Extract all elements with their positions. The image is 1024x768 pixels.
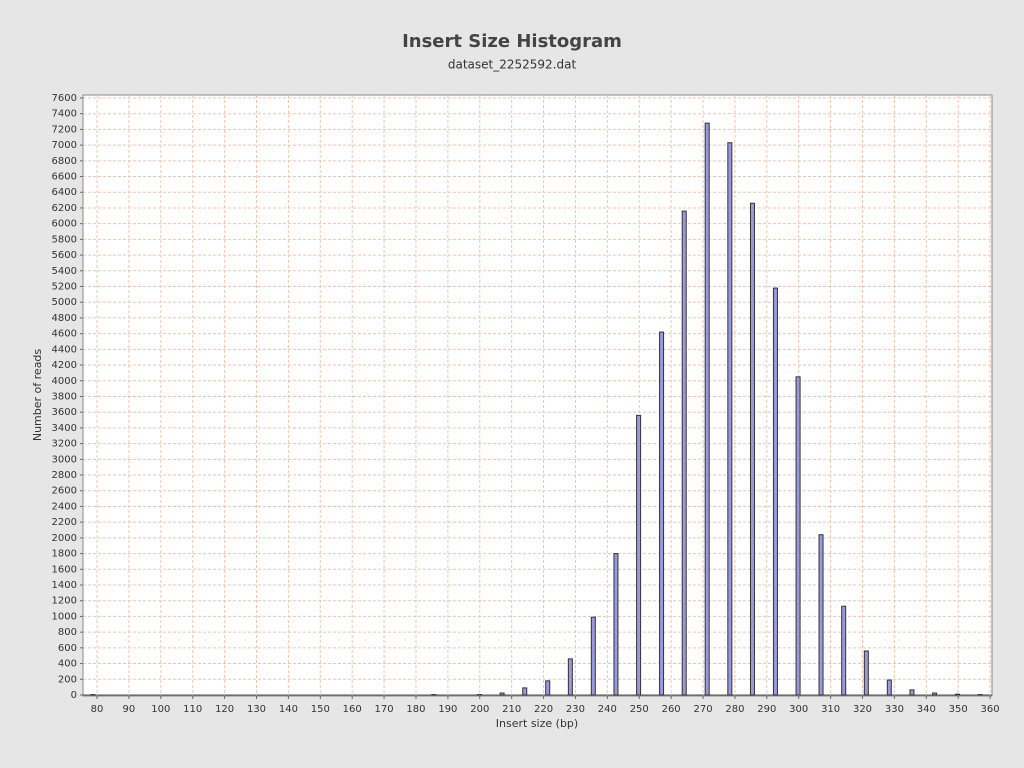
x-tick-label: 240 bbox=[598, 704, 617, 715]
x-tick-label: 110 bbox=[183, 704, 202, 715]
y-tick-label: 1800 bbox=[52, 549, 77, 560]
y-tick-label: 200 bbox=[58, 674, 77, 685]
bar bbox=[909, 689, 915, 696]
y-tick-label: 600 bbox=[58, 643, 77, 654]
x-axis-label: Insert size (bp) bbox=[496, 717, 578, 730]
y-tick-label: 3000 bbox=[52, 454, 77, 465]
y-tick-label: 2200 bbox=[52, 517, 77, 528]
x-tick-label: 250 bbox=[630, 704, 649, 715]
x-tick-label: 230 bbox=[566, 704, 585, 715]
bar bbox=[522, 687, 528, 696]
y-tick-label: 2800 bbox=[52, 470, 77, 481]
y-tick-label: 3400 bbox=[52, 423, 77, 434]
chart-title: Insert Size Histogram bbox=[402, 31, 622, 52]
x-tick-label: 120 bbox=[215, 704, 234, 715]
y-tick-label: 1600 bbox=[52, 564, 77, 575]
y-tick-label: 5000 bbox=[52, 297, 77, 308]
x-tick-label: 300 bbox=[789, 704, 808, 715]
bar bbox=[818, 534, 824, 696]
bar bbox=[704, 122, 710, 696]
y-tick-label: 7000 bbox=[52, 140, 77, 151]
y-tick-label: 6600 bbox=[52, 172, 77, 183]
y-tick-label: 4600 bbox=[52, 329, 77, 340]
y-tick-label: 6800 bbox=[52, 156, 77, 167]
bar bbox=[955, 693, 961, 696]
bar bbox=[590, 616, 596, 696]
bar bbox=[681, 210, 687, 696]
bar bbox=[567, 658, 573, 696]
y-tick-label: 6000 bbox=[52, 219, 77, 230]
plot-area bbox=[82, 94, 993, 697]
y-tick-label: 4800 bbox=[52, 313, 77, 324]
y-tick-label: 3600 bbox=[52, 407, 77, 418]
y-tick-label: 6200 bbox=[52, 203, 77, 214]
x-tick-label: 320 bbox=[853, 704, 872, 715]
bar bbox=[795, 376, 801, 696]
x-tick-label: 220 bbox=[534, 704, 553, 715]
y-tick-label: 5400 bbox=[52, 266, 77, 277]
y-tick-label: 800 bbox=[58, 627, 77, 638]
x-tick-label: 290 bbox=[757, 704, 776, 715]
x-tick-label: 310 bbox=[821, 704, 840, 715]
y-tick-label: 4000 bbox=[52, 376, 77, 387]
y-tick-label: 400 bbox=[58, 659, 77, 670]
bar bbox=[886, 679, 892, 696]
x-tick-label: 190 bbox=[438, 704, 457, 715]
x-tick-label: 170 bbox=[375, 704, 394, 715]
x-tick-label: 160 bbox=[343, 704, 362, 715]
y-tick-label: 2000 bbox=[52, 533, 77, 544]
x-tick-label: 140 bbox=[279, 704, 298, 715]
bar bbox=[932, 692, 938, 696]
x-tick-label: 210 bbox=[502, 704, 521, 715]
y-tick-label: 6400 bbox=[52, 187, 77, 198]
bar bbox=[636, 414, 642, 696]
y-tick-label: 2600 bbox=[52, 486, 77, 497]
x-tick-label: 180 bbox=[406, 704, 425, 715]
y-tick-label: 4400 bbox=[52, 344, 77, 355]
bar bbox=[772, 287, 778, 696]
y-tick-label: 1200 bbox=[52, 596, 77, 607]
y-tick-label: 7600 bbox=[52, 93, 77, 104]
y-tick-label: 7200 bbox=[52, 124, 77, 135]
y-tick-label: 7400 bbox=[52, 109, 77, 120]
y-tick-label: 5800 bbox=[52, 234, 77, 245]
y-tick-label: 0 bbox=[71, 690, 77, 701]
y-tick-label: 4200 bbox=[52, 360, 77, 371]
chart-subtitle: dataset_2252592.dat bbox=[448, 58, 577, 72]
x-tick-label: 200 bbox=[470, 704, 489, 715]
y-axis-label: Number of reads bbox=[31, 349, 44, 442]
x-tick-label: 340 bbox=[917, 704, 936, 715]
x-tick-label: 350 bbox=[949, 704, 968, 715]
y-tick-label: 5600 bbox=[52, 250, 77, 261]
bar bbox=[613, 553, 619, 696]
x-tick-label: 90 bbox=[123, 704, 136, 715]
y-tick-label: 5200 bbox=[52, 282, 77, 293]
x-tick-label: 100 bbox=[151, 704, 170, 715]
bar bbox=[659, 331, 665, 696]
bar bbox=[499, 692, 505, 696]
x-tick-label: 260 bbox=[662, 704, 681, 715]
y-tick-label: 2400 bbox=[52, 501, 77, 512]
x-tick-label: 150 bbox=[311, 704, 330, 715]
x-tick-label: 270 bbox=[693, 704, 712, 715]
y-tick-label: 3800 bbox=[52, 391, 77, 402]
y-tick-label: 3200 bbox=[52, 439, 77, 450]
x-tick-label: 360 bbox=[981, 704, 1000, 715]
y-tick-label: 1400 bbox=[52, 580, 77, 591]
bar bbox=[841, 605, 847, 696]
bar bbox=[727, 142, 733, 696]
x-tick-label: 330 bbox=[885, 704, 904, 715]
y-tick-label: 1000 bbox=[52, 611, 77, 622]
x-tick-label: 80 bbox=[91, 704, 104, 715]
bar bbox=[545, 680, 551, 696]
bar bbox=[863, 650, 869, 696]
x-tick-label: 130 bbox=[247, 704, 266, 715]
x-tick-label: 280 bbox=[725, 704, 744, 715]
bar bbox=[749, 202, 755, 696]
